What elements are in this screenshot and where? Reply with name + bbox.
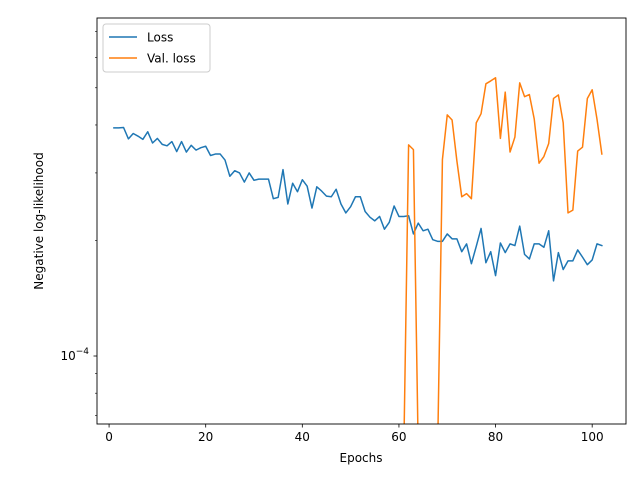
series-line-0 [113, 126, 603, 282]
x-tick-label: 100 [581, 430, 604, 444]
series-line-1 [403, 77, 603, 424]
x-axis: 0 20 40 60 80 100 [105, 424, 604, 444]
x-axis-label: Epochs [340, 451, 383, 465]
x-tick-label: 80 [488, 430, 503, 444]
legend-label-0: Loss [147, 31, 173, 45]
x-tick-label: 60 [391, 430, 406, 444]
y-tick-label: 10−4 [60, 347, 89, 363]
x-tick-label: 20 [198, 430, 213, 444]
y-axis-label: Negative log-likelihood [32, 152, 46, 289]
legend: Loss Val. loss [102, 23, 211, 73]
plot-area [96, 17, 627, 425]
legend-box [102, 23, 211, 73]
series-layer [113, 77, 603, 424]
y-axis: 10−4 [60, 31, 97, 416]
x-tick-label: 40 [295, 430, 310, 444]
axes-frame [96, 17, 627, 425]
x-tick-label: 0 [105, 430, 113, 444]
legend-label-1: Val. loss [147, 52, 196, 66]
